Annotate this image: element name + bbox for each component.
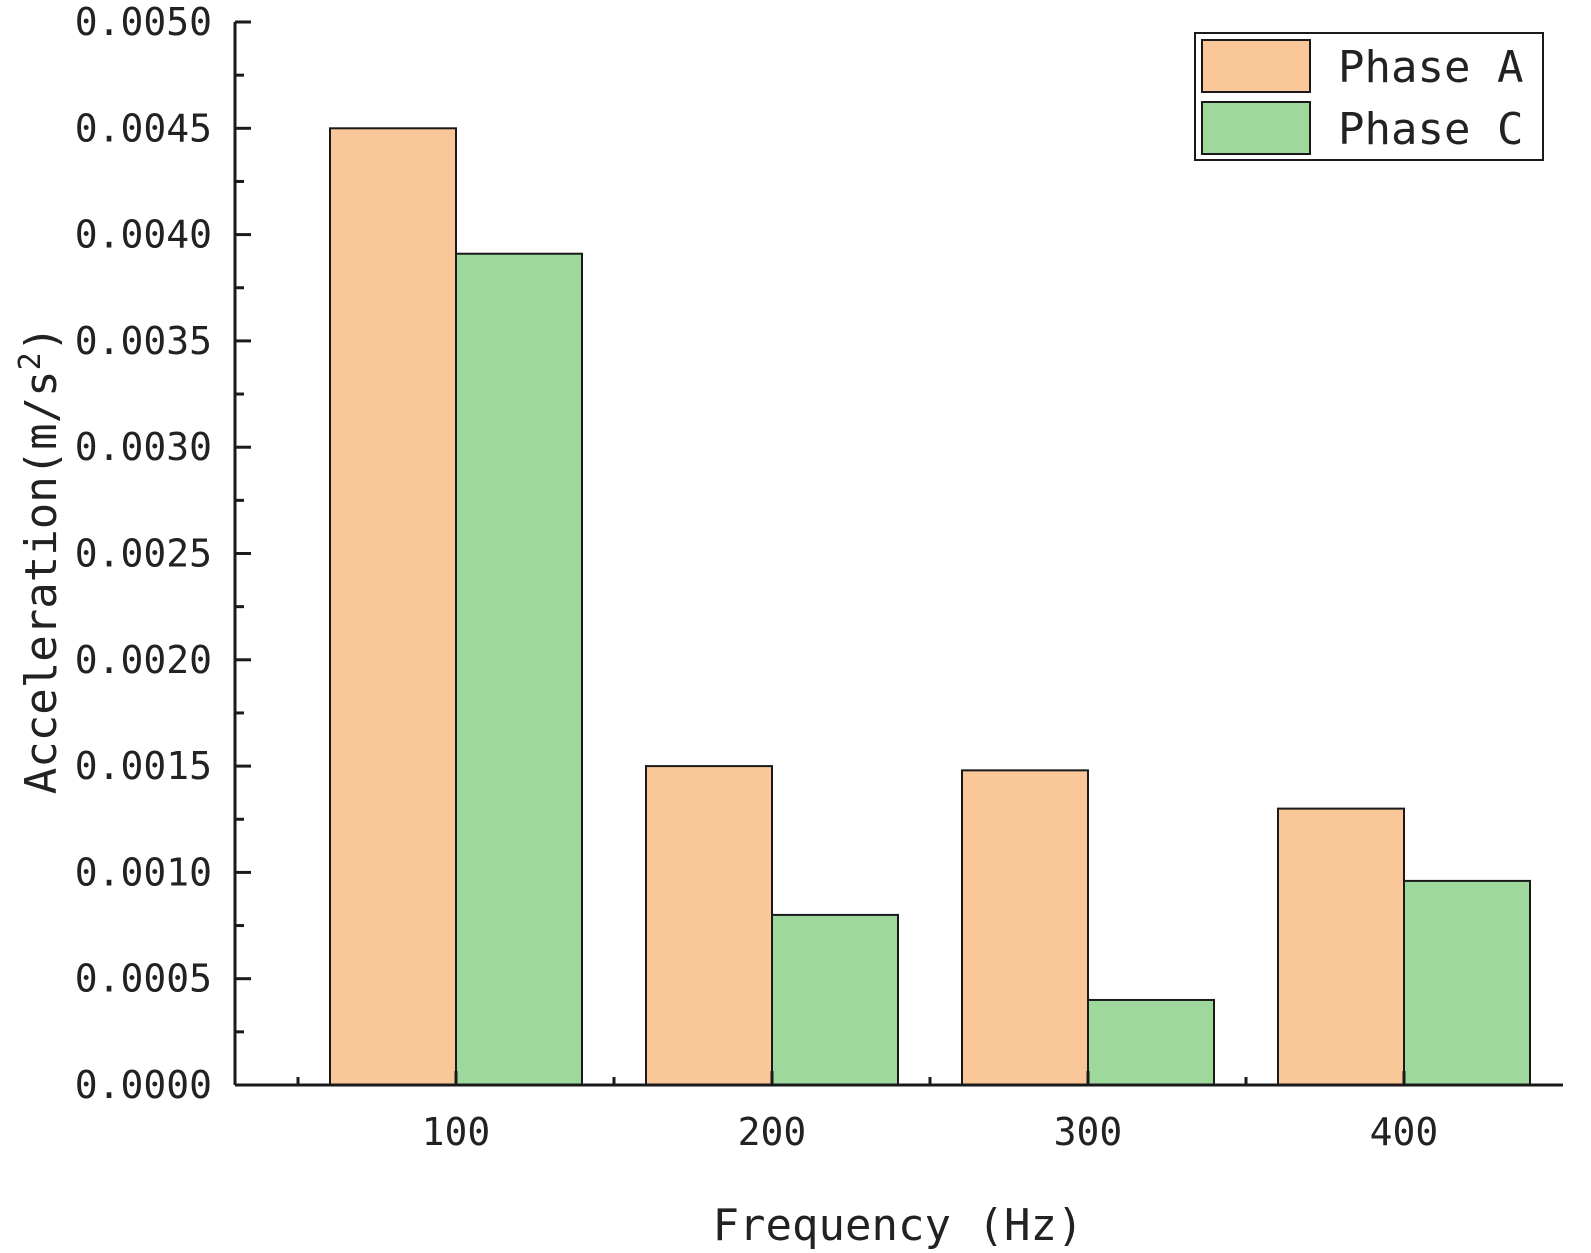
y-tick-label: 0.0025	[75, 532, 212, 576]
bar-phase-a-400	[1277, 807, 1405, 1086]
legend-label-phase-a: Phase A	[1338, 42, 1523, 93]
x-tick-label-100: 100	[422, 1110, 491, 1154]
y-tick-label: 0.0015	[75, 744, 212, 788]
bar-phase-c-300	[1087, 998, 1215, 1087]
bar-phase-c-100	[455, 252, 583, 1086]
x-ticks-group: 100 200 300 400	[296, 1071, 1439, 1154]
x-tick-label-300: 300	[1054, 1110, 1123, 1154]
x-tick-label-400: 400	[1370, 1110, 1439, 1154]
y-axis-title-suffix: )	[16, 326, 67, 353]
y-tick-label: 0.0030	[75, 425, 212, 469]
y-tick-label: 0.0005	[75, 957, 212, 1001]
y-tick-label: 0.0010	[75, 850, 212, 894]
y-axis-title-superscript: 2	[13, 352, 48, 370]
bar-phase-a-200	[645, 765, 773, 1086]
x-tick-label-200: 200	[738, 1110, 807, 1154]
legend-label-phase-c: Phase C	[1338, 104, 1523, 155]
y-axis-title-main: Acceleration(m/s	[16, 370, 67, 794]
y-tick-label: 0.0020	[75, 638, 212, 682]
y-tick-label: 0.0040	[75, 213, 212, 257]
y-tick-label: 0.0035	[75, 319, 212, 363]
legend: Phase A Phase C	[1194, 32, 1544, 161]
legend-swatch-phase-c	[1201, 101, 1311, 155]
bar-phase-c-200	[771, 913, 899, 1086]
bars-group	[329, 127, 1531, 1087]
bar-phase-a-100	[329, 127, 457, 1087]
y-axis-title: Acceleration(m/s2)	[13, 326, 67, 794]
legend-swatch-phase-a	[1201, 39, 1311, 93]
bar-phase-a-300	[961, 769, 1089, 1086]
y-tick-label: 0.0045	[75, 106, 212, 150]
y-tick-label: 0.0000	[75, 1063, 212, 1107]
x-axis-title: Frequency (Hz)	[713, 1200, 1084, 1251]
y-tick-label: 0.0050	[75, 0, 212, 44]
bar-phase-c-400	[1403, 879, 1531, 1086]
y-ticks-group: 0.0000 0.0005 0.0010 0.0015 0.0020 0.0025 0.00…	[75, 0, 251, 1107]
